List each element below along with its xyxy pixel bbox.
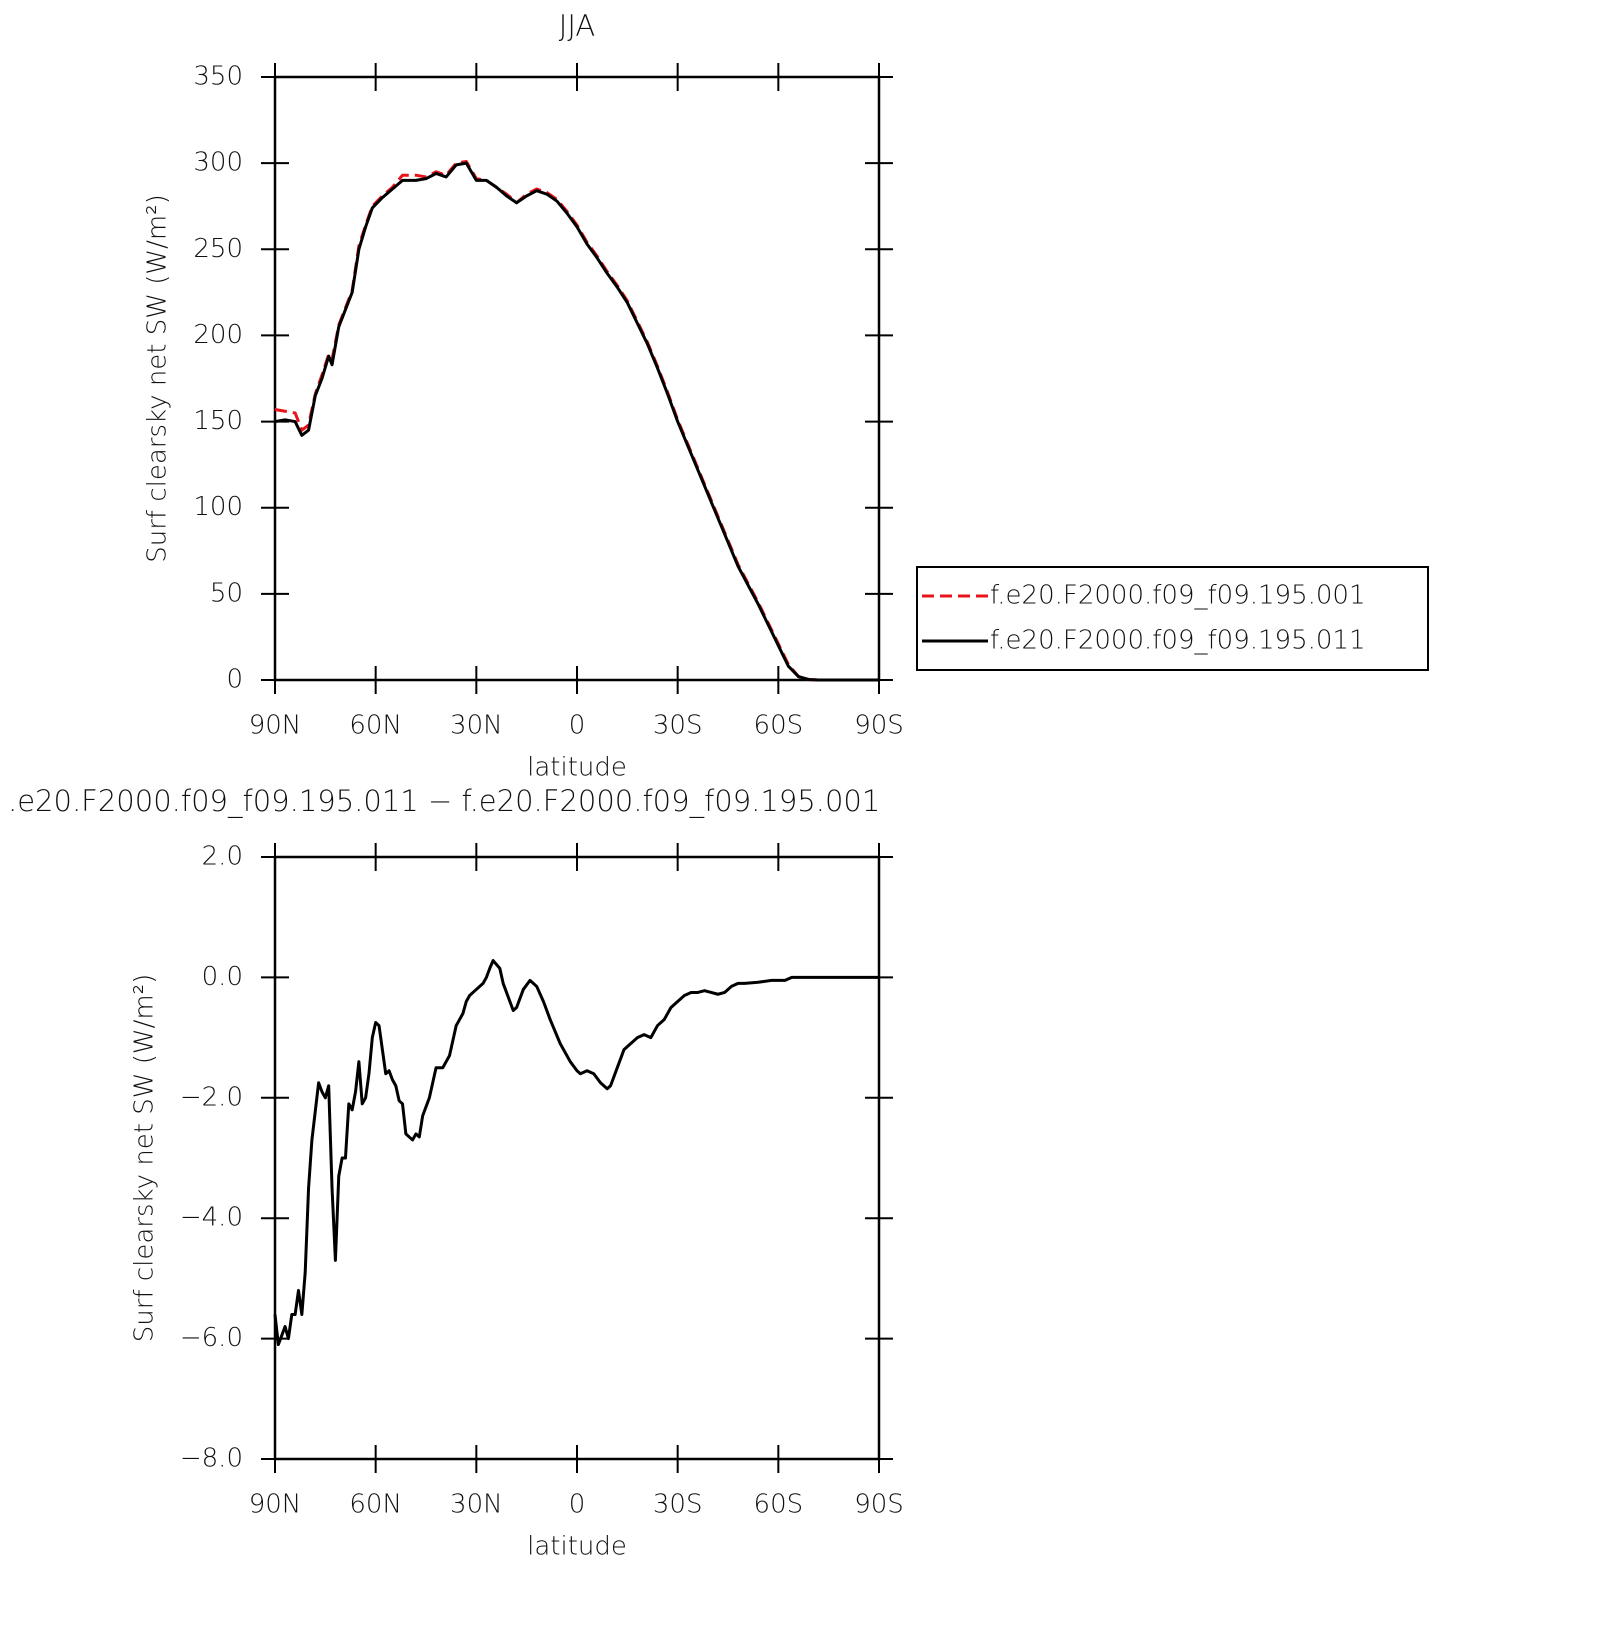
x-tick-label: 30N (450, 711, 503, 741)
x-tick-label: 90N (249, 1490, 302, 1520)
plot-frame (273, 75, 881, 682)
y-tick-label: −4.0 (180, 1203, 243, 1233)
x-tick-label: 30N (450, 1490, 503, 1520)
y-tick-label: 0 (226, 665, 243, 695)
y-tick-label: −6.0 (180, 1323, 243, 1353)
y-tick-label: −8.0 (180, 1444, 243, 1474)
x-axis-label: latitude (527, 1532, 627, 1562)
chart-title: .e20.F2000.f09_f09.195.011 − f.e20.F2000… (8, 784, 880, 819)
y-tick-label: 50 (210, 578, 243, 608)
series-line (273, 959, 879, 1347)
x-tick-label: 90N (249, 711, 302, 741)
y-tick-label: 250 (193, 234, 243, 264)
x-tick-label: 60N (349, 1490, 402, 1520)
x-tick-label: 90S (854, 1490, 904, 1520)
y-tick-label: 100 (193, 492, 243, 522)
x-tick-label: 60S (754, 711, 804, 741)
chart-title: JJA (559, 9, 595, 43)
chart-panel: JJA 0 50 100 150 200 250 300 350 90N 60N 30N 0 30S 60S… (143, 9, 1429, 783)
y-tick-label: 200 (193, 320, 243, 350)
y-tick-label: 150 (193, 406, 243, 436)
x-tick-label: 30S (653, 711, 703, 741)
x-axis-label: latitude (527, 753, 627, 783)
plot-frame (273, 855, 881, 1461)
chart-panel: .e20.F2000.f09_f09.195.011 − f.e20.F2000… (8, 784, 904, 1562)
y-tick-label: −2.0 (180, 1082, 243, 1112)
series-line (274, 161, 879, 682)
x-tick-label: 60N (349, 711, 402, 741)
legend-box (916, 566, 1429, 671)
legend-label: f.e20.F2000.f09_f09.195.001 (990, 581, 1366, 611)
y-tick-label: 0.0 (202, 962, 243, 992)
series-line (274, 159, 879, 682)
x-tick-label: 60S (754, 1490, 804, 1520)
y-axis-label: Surf clearsky net SW (W/m²) (130, 974, 160, 1342)
y-tick-label: 2.0 (202, 842, 243, 872)
x-tick-label: 90S (854, 711, 904, 741)
legend-label: f.e20.F2000.f09_f09.195.011 (990, 626, 1366, 656)
y-tick-label: 350 (193, 62, 243, 92)
x-tick-label: 0 (569, 711, 586, 741)
y-tick-label: 300 (193, 148, 243, 178)
y-axis-label: Surf clearsky net SW (W/m²) (143, 194, 173, 562)
x-tick-label: 0 (569, 1490, 586, 1520)
x-tick-label: 30S (653, 1490, 703, 1520)
